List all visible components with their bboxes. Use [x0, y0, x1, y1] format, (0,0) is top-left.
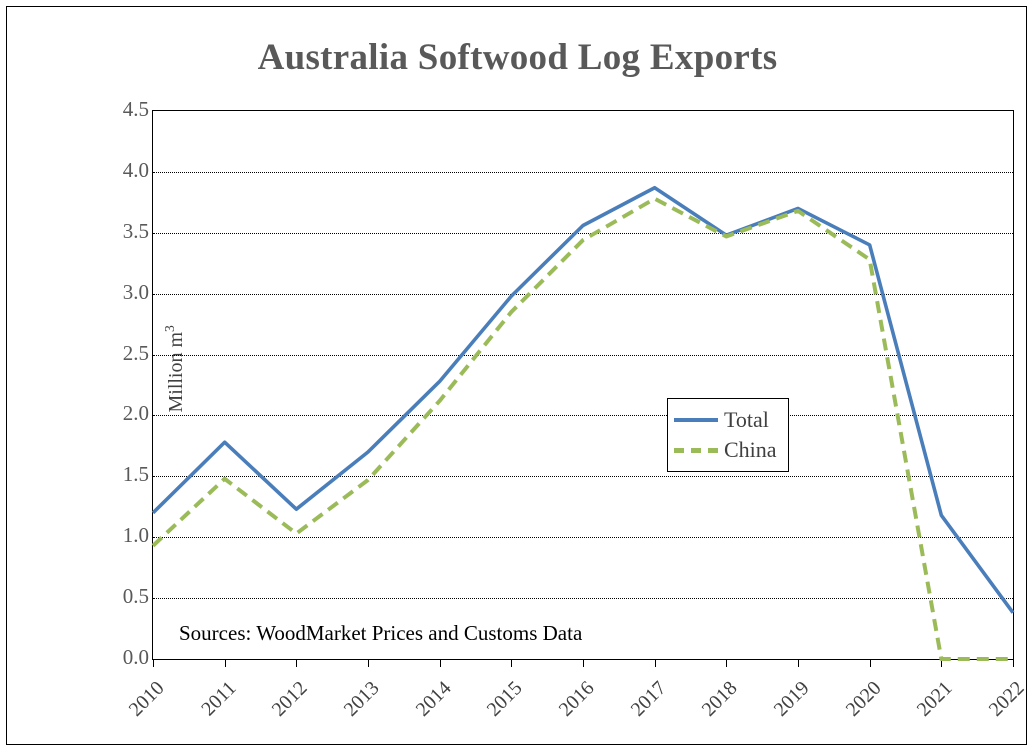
x-axis-tick-label: 2020: [841, 677, 886, 721]
chart-legend: Total China: [667, 398, 789, 472]
x-axis-tick-label: 2018: [698, 677, 742, 721]
x-axis-tick: [153, 659, 154, 667]
x-axis-tick: [798, 659, 799, 667]
x-axis-tick: [296, 659, 298, 667]
gridline: [153, 537, 1013, 539]
series-line-total: [151, 185, 1015, 614]
x-axis-tick-label: 2014: [411, 677, 456, 721]
legend-label-total: Total: [724, 407, 769, 432]
legend-label-china: China: [724, 437, 777, 462]
y-axis-tick-label: 0.5: [122, 584, 149, 609]
series-line-china: [151, 196, 1013, 661]
x-axis-tick: [368, 659, 369, 667]
plot-area: Million m3 0.0 0.5 1.0 1.5 2.0 2.5 3.0 3.5 4.0 4.…: [123, 97, 1029, 721]
x-axis-tick-label: 2015: [483, 677, 527, 721]
gridline: [153, 415, 1013, 417]
gridline: [153, 171, 1013, 173]
x-axis-tick-label: 2011: [196, 677, 241, 721]
y-axis-tick-label: 1.5: [122, 462, 149, 487]
x-axis-tick: [224, 659, 226, 667]
legend-line-china: [674, 448, 718, 453]
y-axis-tick-label: 4.5: [122, 97, 149, 121]
data-series-layer: [151, 185, 1015, 661]
gridline: [153, 598, 1013, 600]
x-axis-tick-label: 2019: [769, 677, 814, 721]
legend-item-china: China: [674, 435, 780, 465]
legend-item-total: Total: [674, 405, 780, 435]
source-note: Sources: WoodMarket Prices and Customs D…: [179, 621, 583, 645]
x-axis-tick-label: 2022: [984, 677, 1029, 721]
x-axis-tick: [726, 659, 728, 667]
series-container: [151, 111, 1015, 661]
y-axis-tick-label: 2.5: [122, 340, 149, 365]
x-axis-tick: [869, 659, 871, 667]
x-axis-tick-label: 2012: [268, 677, 312, 721]
legend-line-total: [674, 418, 718, 422]
legend-swatch-total: [674, 413, 718, 427]
x-axis-tick-label: 2021: [913, 677, 957, 721]
gridline: [153, 232, 1013, 234]
x-axis-tick: [654, 659, 656, 667]
x-axis-tick: [583, 659, 584, 667]
gridline: [153, 476, 1013, 478]
x-axis-tick: [941, 659, 943, 667]
legend-swatch-china: [674, 443, 718, 457]
gridline: [153, 293, 1013, 295]
x-axis-tick: [439, 659, 441, 667]
y-axis-tick-label: 3.5: [122, 218, 149, 243]
x-axis-tick-label: 2013: [339, 677, 384, 721]
y-axis-tick-label: 3.0: [122, 279, 149, 304]
y-axis-tick-label: 1.0: [122, 523, 149, 548]
y-axis-tick-label: 0.0: [122, 645, 149, 669]
x-axis-tick: [511, 659, 513, 667]
gridline: [153, 354, 1013, 356]
y-axis-tick-label: 2.0: [122, 401, 149, 426]
x-axis-tick-label: 2010: [124, 677, 169, 721]
y-axis-tick-label: 4.0: [122, 157, 149, 182]
chart-title: Australia Softwood Log Exports: [257, 37, 778, 78]
x-axis-tick-label: 2016: [554, 677, 599, 721]
x-axis-tick: [1013, 659, 1014, 667]
x-axis-tick-label: 2017: [626, 677, 671, 721]
